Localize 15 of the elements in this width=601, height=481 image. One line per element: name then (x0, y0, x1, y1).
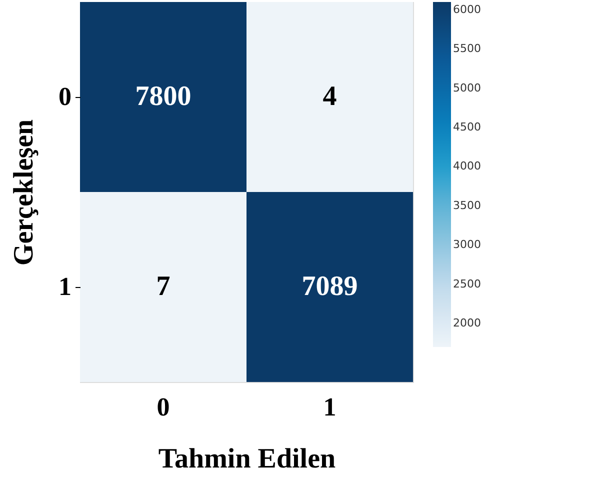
color-bar-label: 5000 (453, 81, 481, 94)
color-bar-label: 2000 (453, 316, 481, 330)
data-label: 7089 (302, 271, 358, 302)
color-bar-label: 2500 (453, 277, 481, 290)
color-bar-label: 6000 (453, 2, 481, 16)
color-bar-label: 3000 (453, 238, 481, 252)
color-bar-label: 5500 (453, 42, 481, 56)
color-bar-label: 4000 (453, 160, 481, 173)
data-label: 4 (322, 81, 337, 112)
x-axis-title: Tahmin Edilen (158, 444, 336, 474)
y-axis-title: Gerçekleşen (8, 118, 40, 266)
data-label: 7 (156, 271, 170, 302)
color-bar-label: 3500 (453, 198, 481, 212)
color-bar-label: 4500 (453, 120, 481, 134)
data-label: 7800 (135, 81, 192, 112)
